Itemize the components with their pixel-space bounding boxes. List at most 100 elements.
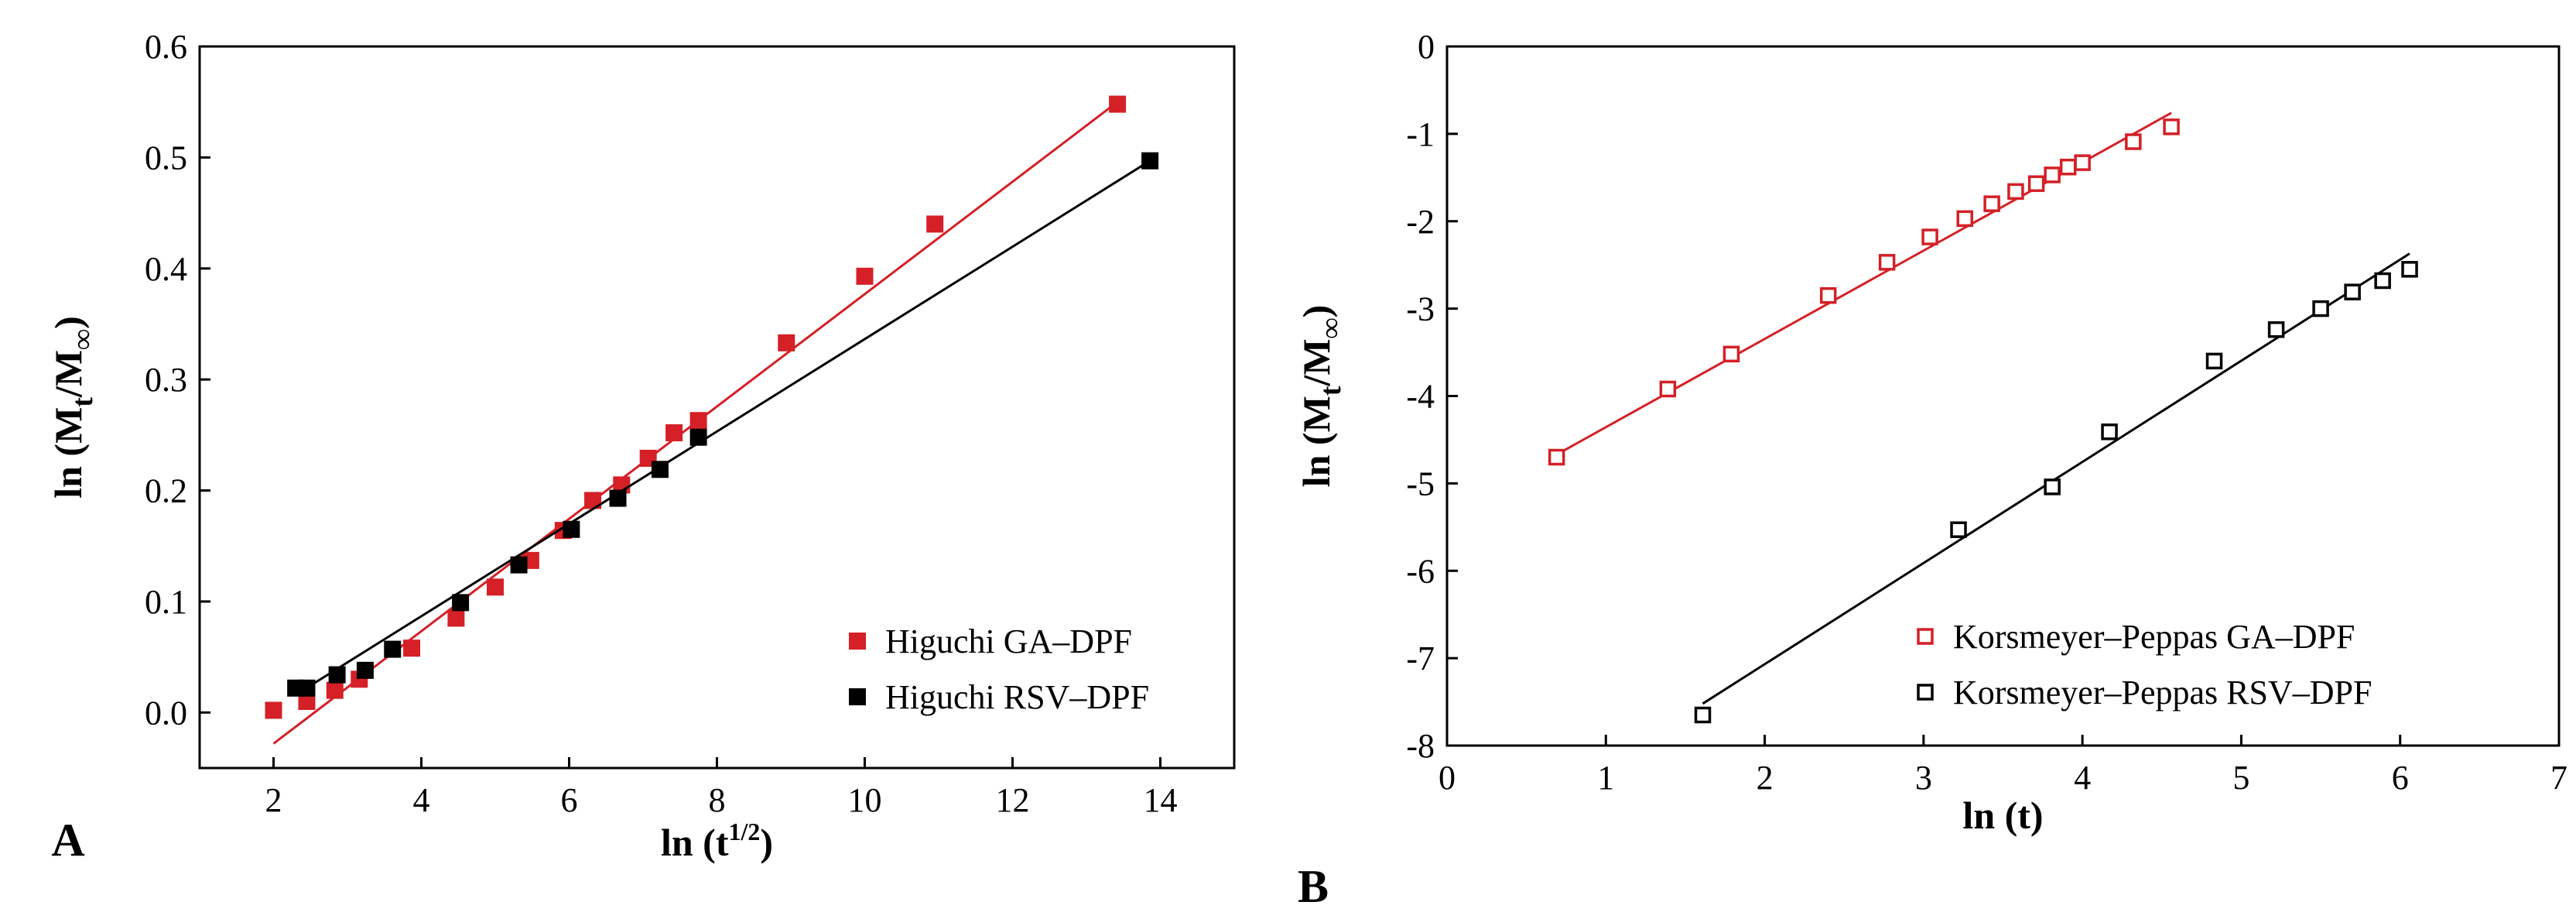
x-tick-label: 2 <box>265 781 282 819</box>
data-point <box>2125 133 2142 150</box>
legend-label: Higuchi RSV–DPF <box>885 678 1149 716</box>
y-axis-label-part: ∞ <box>1315 317 1347 338</box>
y-tick-label: -8 <box>1406 727 1435 765</box>
data-point <box>487 578 504 596</box>
data-point <box>1956 210 1973 228</box>
data-point <box>856 267 874 285</box>
data-point <box>584 492 602 509</box>
data-point <box>2401 261 2418 278</box>
y-tick-label: -1 <box>1406 115 1435 153</box>
x-axis-label-main: ln (t <box>661 821 729 864</box>
data-point <box>2163 118 2180 135</box>
x-tick-label: 12 <box>996 781 1030 819</box>
data-point <box>1109 95 1127 113</box>
y-axis-label-part: ) <box>1295 305 1338 318</box>
legend <box>1917 628 1934 701</box>
data-point <box>609 489 627 507</box>
data-point <box>1548 448 1565 466</box>
legend-marker <box>849 688 866 705</box>
y-axis-label: ln (Mt/M∞) <box>46 316 99 499</box>
series-2 <box>1694 252 2418 724</box>
data-point <box>665 423 683 441</box>
data-point <box>356 661 374 679</box>
y-axis-label-part: t <box>1315 386 1347 396</box>
data-point <box>2267 321 2285 338</box>
y-axis-label-part: ) <box>46 316 90 329</box>
data-point <box>689 428 707 446</box>
y-axis-label-part: t <box>67 397 99 407</box>
data-point <box>689 412 707 430</box>
x-tick-label: 0 <box>1439 759 1456 797</box>
data-point <box>298 679 316 697</box>
fit-line <box>295 159 1151 696</box>
y-axis-label: ln (Mt/M∞) <box>1295 305 1347 488</box>
x-tick-label: 2 <box>1757 759 1774 797</box>
data-point <box>510 556 528 574</box>
x-tick-label: 5 <box>2232 759 2249 797</box>
data-point <box>651 461 669 478</box>
y-tick-label: -2 <box>1406 203 1435 241</box>
y-axis-label-part: /M <box>1295 338 1338 386</box>
data-point <box>2312 300 2329 317</box>
legend-marker <box>1917 628 1934 645</box>
series-1 <box>265 95 1127 745</box>
data-point <box>447 609 465 627</box>
legend <box>849 633 866 705</box>
data-point <box>1659 380 1677 398</box>
data-point <box>2374 272 2391 290</box>
x-axis-label: ln (t1/2) <box>661 818 773 864</box>
y-axis-label-part: ln (M <box>46 407 90 499</box>
data-point <box>1722 345 1740 363</box>
x-tick-label: 6 <box>561 781 578 819</box>
data-point <box>2044 478 2061 496</box>
data-point <box>1694 706 1712 724</box>
panel-letter: B <box>1298 861 1329 912</box>
y-tick-label: 0 <box>1418 28 1435 66</box>
data-point <box>2027 175 2045 192</box>
data-point <box>563 520 580 538</box>
panel-letter: A <box>51 814 84 866</box>
data-point <box>1921 228 1938 245</box>
series-2 <box>287 152 1159 697</box>
legend-label: Korsmeyer–Peppas GA–DPF <box>1953 618 2355 656</box>
y-axis-label-part: /M <box>46 350 90 398</box>
data-point <box>778 334 795 351</box>
x-tick-label: 1 <box>1597 759 1614 797</box>
y-tick-label: -6 <box>1406 552 1435 590</box>
legend-label: Higuchi GA–DPF <box>885 622 1132 660</box>
x-tick-label: 6 <box>2392 759 2409 797</box>
data-point <box>1878 254 1896 271</box>
y-tick-label: 0.6 <box>145 28 187 66</box>
legend-marker <box>849 633 866 650</box>
y-tick-label: -5 <box>1406 465 1435 502</box>
data-point <box>2007 183 2024 201</box>
x-axis-label: ln (t) <box>1962 794 2043 837</box>
data-point <box>1819 286 1837 304</box>
y-tick-label: -3 <box>1406 290 1435 328</box>
x-tick-label: 3 <box>1915 759 1932 797</box>
data-point <box>2101 423 2118 441</box>
data-point <box>1983 195 2000 212</box>
data-point <box>2344 283 2361 300</box>
y-axis-label-part: ln (M <box>1295 396 1338 487</box>
data-point <box>384 640 402 658</box>
data-point <box>328 666 346 684</box>
x-tick-label: 4 <box>413 781 430 819</box>
x-tick-label: 4 <box>2074 759 2091 797</box>
data-point <box>2074 154 2091 171</box>
data-point <box>1950 521 1967 538</box>
x-tick-label: 14 <box>1144 781 1178 819</box>
x-tick-label: 8 <box>709 781 726 819</box>
series-1 <box>1548 111 2180 466</box>
legend-marker <box>1917 684 1934 701</box>
chart-panel-A: ln (t1/2) ln (Mt/M∞) A <box>46 45 1236 866</box>
y-tick-label: -7 <box>1406 640 1435 677</box>
data-point <box>452 594 470 612</box>
data-point <box>403 640 421 657</box>
y-tick-label: 0.1 <box>145 583 187 621</box>
legend-label: Korsmeyer–Peppas RSV–DPF <box>1953 674 2372 712</box>
y-tick-label: 0.2 <box>145 472 187 510</box>
data-point <box>926 215 944 233</box>
data-point <box>298 692 316 710</box>
data-point <box>326 681 344 699</box>
